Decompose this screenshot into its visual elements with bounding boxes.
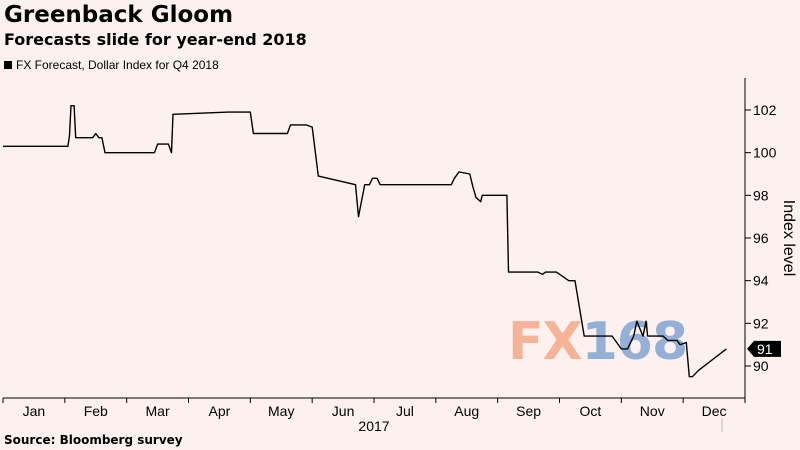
x-tick-label: Nov [640, 403, 665, 419]
x-tick-label: Jan [23, 403, 46, 419]
y-tick-label: 90 [753, 358, 769, 374]
y-tick-label: 100 [753, 145, 777, 161]
chart-title: Greenback Gloom [4, 2, 234, 28]
watermark-part2: 168 [581, 312, 689, 372]
x-tick-label: Jul [396, 403, 414, 419]
fx168-watermark: FX168 [508, 312, 689, 372]
y-tick-label: 96 [753, 230, 769, 246]
y-axis-label: Index level [780, 200, 797, 277]
x-tick-label: Jun [332, 403, 355, 419]
series-line [3, 104, 727, 378]
legend-label: FX Forecast, Dollar Index for Q4 2018 [16, 58, 219, 72]
last-value-flag [747, 340, 781, 357]
x-axis-year-label: 2017 [358, 418, 389, 434]
x-tick-label: Oct [580, 403, 602, 419]
x-tick-label: Apr [209, 403, 231, 419]
source-note: Source: Bloomberg survey [4, 433, 183, 447]
x-tick-label: Dec [702, 403, 727, 419]
x-tick-label: Mar [146, 403, 170, 419]
y-tick-label: 94 [753, 273, 769, 289]
y-tick-label: 102 [753, 102, 777, 118]
x-tick-label: Feb [84, 403, 108, 419]
x-tick-label: May [268, 403, 294, 419]
chart-subtitle: Forecasts slide for year-end 2018 [4, 30, 307, 49]
x-tick-label: Aug [454, 403, 479, 419]
y-tick-label: 92 [753, 315, 769, 331]
last-value-label: 91 [757, 341, 773, 357]
watermark-part1: FX [508, 312, 583, 372]
legend-swatch [4, 61, 12, 69]
legend: FX Forecast, Dollar Index for Q4 2018 [4, 58, 219, 72]
y-tick-label: 98 [753, 187, 769, 203]
x-tick-label: Sep [516, 403, 541, 419]
